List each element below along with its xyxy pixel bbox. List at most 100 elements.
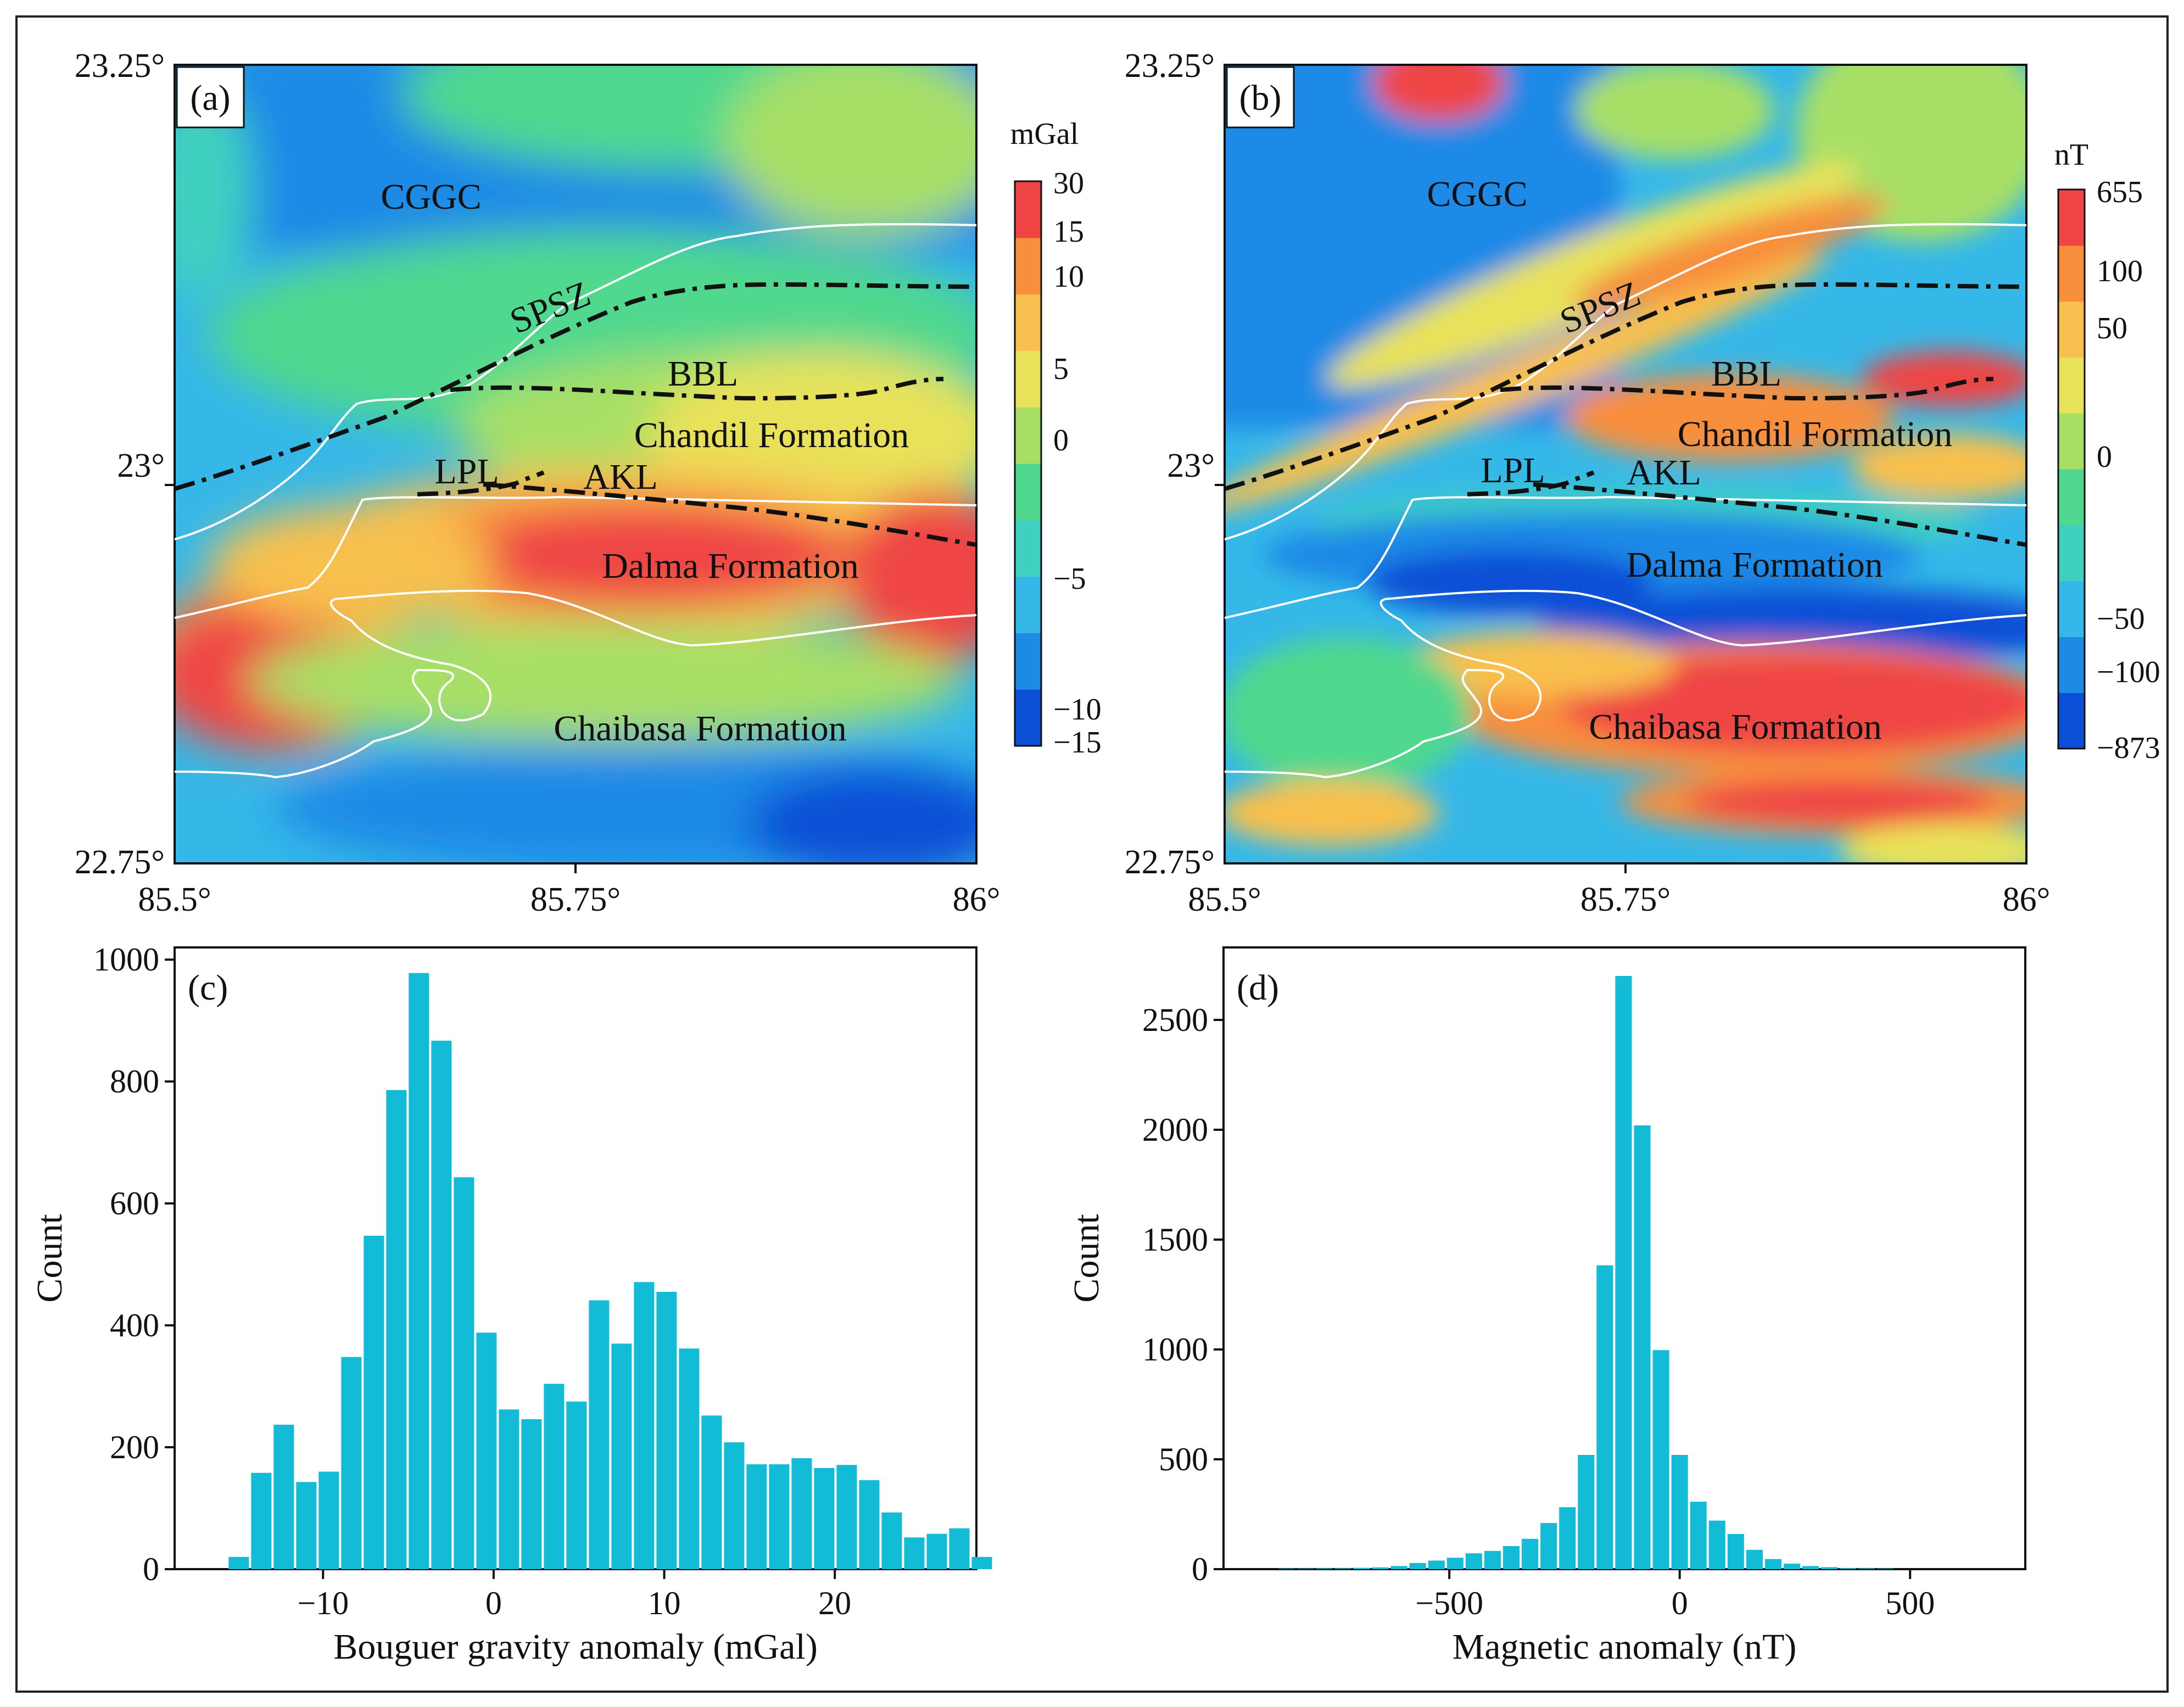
panel-c-bar [679, 1348, 700, 1569]
panel-b-colorbar: nT 655 100 50 0 −50 −100 −873 [2054, 138, 2160, 765]
panel-b-colorbar-tick: −50 [2097, 602, 2145, 636]
panel-d-bar [1522, 1538, 1539, 1569]
panel-c-bar [454, 1177, 474, 1569]
panel-d-ytick-label: 2500 [1142, 1002, 1208, 1038]
panel-d-bar [1372, 1567, 1389, 1569]
panel-b-formation-boundary [1225, 589, 2026, 779]
panel-c-bar [364, 1235, 384, 1569]
panel-d-bar [1615, 976, 1632, 1569]
panel-b-fault-bbl [1500, 377, 1994, 401]
panel-b-colorbar-segment [2058, 525, 2085, 582]
panel-a-ytick-top: 23.25° [75, 47, 165, 85]
panel-d-bar [1559, 1507, 1576, 1569]
panel-d-bar [1802, 1566, 1819, 1569]
panel-c-bar [386, 1090, 407, 1569]
panel-c-xtick-label: 0 [485, 1585, 502, 1621]
panel-d-bar [1746, 1549, 1763, 1569]
panel-c-xlabel: Bouguer gravity anomaly (mGal) [333, 1627, 818, 1667]
panel-d-bar [1840, 1568, 1857, 1569]
panel-b-xtick-left: 85.5° [1188, 881, 1261, 918]
panel-d-bar [1484, 1550, 1501, 1569]
panel-c-bar [791, 1458, 812, 1569]
panel-a-colorbar-tick: 10 [1053, 260, 1084, 294]
panel-b-colorbar-segment [2058, 245, 2085, 302]
panel-b-xtick-mid: 85.75° [1580, 881, 1671, 918]
panel-d-bar [1634, 1125, 1651, 1569]
panel-b-bbl-label: BBL [1711, 354, 1781, 394]
panel-b-label: (b) [1239, 78, 1282, 118]
panel-d-bar [1671, 1455, 1688, 1569]
panel-a-akl-label: AKL [583, 457, 658, 497]
panel-a-fault-bbl [450, 377, 944, 401]
panel-b-colorbar-unit: nT [2054, 138, 2088, 172]
panel-c-bar [634, 1282, 655, 1569]
panel-a-lpl-label: LPL [434, 451, 499, 492]
panel-d-bar [1446, 1558, 1464, 1569]
panel-b-fault-akl [1533, 482, 2026, 547]
panel-a-gravity-map: (a) CGGC SPSZ BBL Chandil Formation LPL … [75, 47, 1102, 918]
panel-c-bar [611, 1343, 632, 1569]
panel-c-bar [769, 1464, 790, 1569]
panel-c-bar [319, 1471, 339, 1569]
panel-b-xtick-right: 86° [2003, 881, 2051, 918]
figure-frame [15, 15, 2169, 1693]
panel-d-xlabel: Magnetic anomaly (nT) [1453, 1627, 1797, 1667]
panel-a-cggc-label: CGGC [381, 177, 481, 217]
panel-a-colorbar-segment [1015, 633, 1041, 690]
panel-a-xtick-left: 85.5° [138, 881, 211, 918]
panel-d-bar [1428, 1560, 1445, 1569]
panel-b-formation-boundary [1225, 495, 2026, 619]
panel-b-ytick-mid: 23° [1167, 447, 1215, 484]
panel-a-colorbar-segment [1015, 520, 1041, 577]
panel-a-colorbar: mGal 30 15 10 5 0 −5 −10 −15 [1010, 117, 1102, 760]
panel-c-xtick-label: 20 [818, 1585, 851, 1621]
panel-d-bar [1353, 1567, 1370, 1569]
panel-a-xtick-right: 86° [953, 881, 1001, 918]
panel-a-chaibasa-label: Chaibasa Formation [554, 709, 846, 749]
panel-c-ytick-label: 600 [110, 1185, 159, 1221]
panel-a-bbl-label: BBL [668, 354, 738, 394]
panel-c-ytick-label: 800 [110, 1063, 159, 1100]
panel-d-bar [1578, 1455, 1595, 1569]
panel-b-colorbar-tick: −100 [2097, 655, 2160, 689]
panel-c-ylabel: Count [30, 1214, 70, 1302]
panel-b-colorbar-segment [2058, 413, 2085, 470]
panel-d-bar [1708, 1520, 1725, 1569]
panel-d-label: (d) [1237, 968, 1279, 1008]
panel-a-colorbar-tick: 15 [1053, 215, 1084, 249]
panel-a-ytick-mid: 23° [117, 447, 165, 484]
panel-a-colorbar-segment [1015, 576, 1041, 633]
panel-c-bar [251, 1472, 272, 1569]
panel-c-ytick-label: 400 [110, 1307, 159, 1343]
panel-c-bar [881, 1512, 902, 1569]
panel-c-bar [273, 1424, 294, 1569]
panel-b-lpl-label: LPL [1481, 450, 1545, 490]
panel-b-colorbar-tick: 100 [2097, 254, 2143, 288]
panel-c-bar [589, 1300, 610, 1569]
panel-c-ytick-label: 1000 [93, 941, 159, 978]
panel-c-bars [228, 973, 992, 1569]
panel-c-bar [904, 1537, 925, 1569]
panel-d-bar [1727, 1534, 1744, 1569]
panel-a-formation-boundary [175, 223, 976, 540]
panel-d-ylabel: Count [1066, 1214, 1107, 1302]
panel-d-bar [1540, 1523, 1557, 1569]
panel-c-label: (c) [188, 968, 228, 1008]
panel-d-ytick-label: 2000 [1142, 1112, 1208, 1148]
panel-c-bar [926, 1533, 947, 1569]
panel-c-ytick-label: 200 [110, 1429, 159, 1465]
panel-a-colorbar-segment [1015, 181, 1041, 238]
panel-c-bar [341, 1357, 362, 1569]
panel-a-colorbar-segment [1015, 237, 1041, 295]
panel-a-label: (a) [190, 78, 230, 118]
panel-b-colorbar-tick: 50 [2097, 311, 2127, 345]
panel-d-bar [1764, 1559, 1781, 1569]
panel-d-bar [1783, 1564, 1801, 1569]
panel-a-fault-spsz [175, 282, 976, 491]
panel-b-label-box [1226, 66, 1295, 129]
panel-d-bar [1390, 1566, 1407, 1569]
panel-d-xtick-label: 0 [1672, 1585, 1688, 1621]
panel-a-label-box [176, 66, 245, 129]
panel-c-xtick-label: −10 [297, 1585, 349, 1621]
panel-b-colorbar-tick: 655 [2097, 175, 2143, 209]
